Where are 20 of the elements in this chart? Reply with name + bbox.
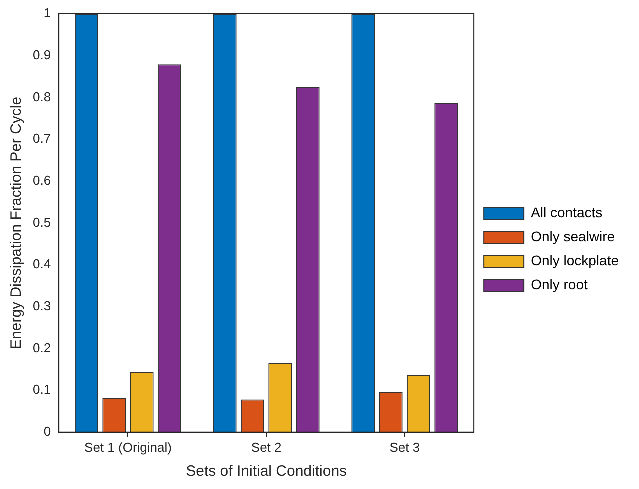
- y-axis-title: Energy Dissipation Fraction Per Cycle: [8, 96, 26, 350]
- y-tick-label: 0.9: [32, 47, 52, 62]
- x-axis-title: Sets of Initial Conditions: [186, 463, 348, 480]
- y-tick-label: 0.5: [32, 214, 52, 230]
- legend-label: Only sealwire: [531, 228, 616, 244]
- legend-label: Only lockplate: [531, 252, 620, 268]
- legend-label: Only root: [531, 276, 588, 292]
- x-tick-label: Set 1 (Original): [84, 440, 172, 455]
- legend-label: All contacts: [531, 204, 603, 220]
- y-tick-label: 0.3: [32, 298, 52, 314]
- y-tick-label: 0: [44, 424, 52, 439]
- y-tick-label: 0.8: [32, 89, 52, 104]
- y-tick-label: 0.6: [32, 172, 52, 188]
- y-tick-label: 0.1: [32, 382, 52, 398]
- x-tick-label: Set 3: [390, 440, 420, 455]
- y-tick-label: 1: [44, 6, 52, 21]
- y-tick-label: 0.2: [32, 340, 52, 356]
- y-tick-label: 0.7: [32, 131, 52, 146]
- y-tick-label: 0.4: [32, 256, 52, 272]
- x-tick-label: Set 2: [251, 440, 282, 455]
